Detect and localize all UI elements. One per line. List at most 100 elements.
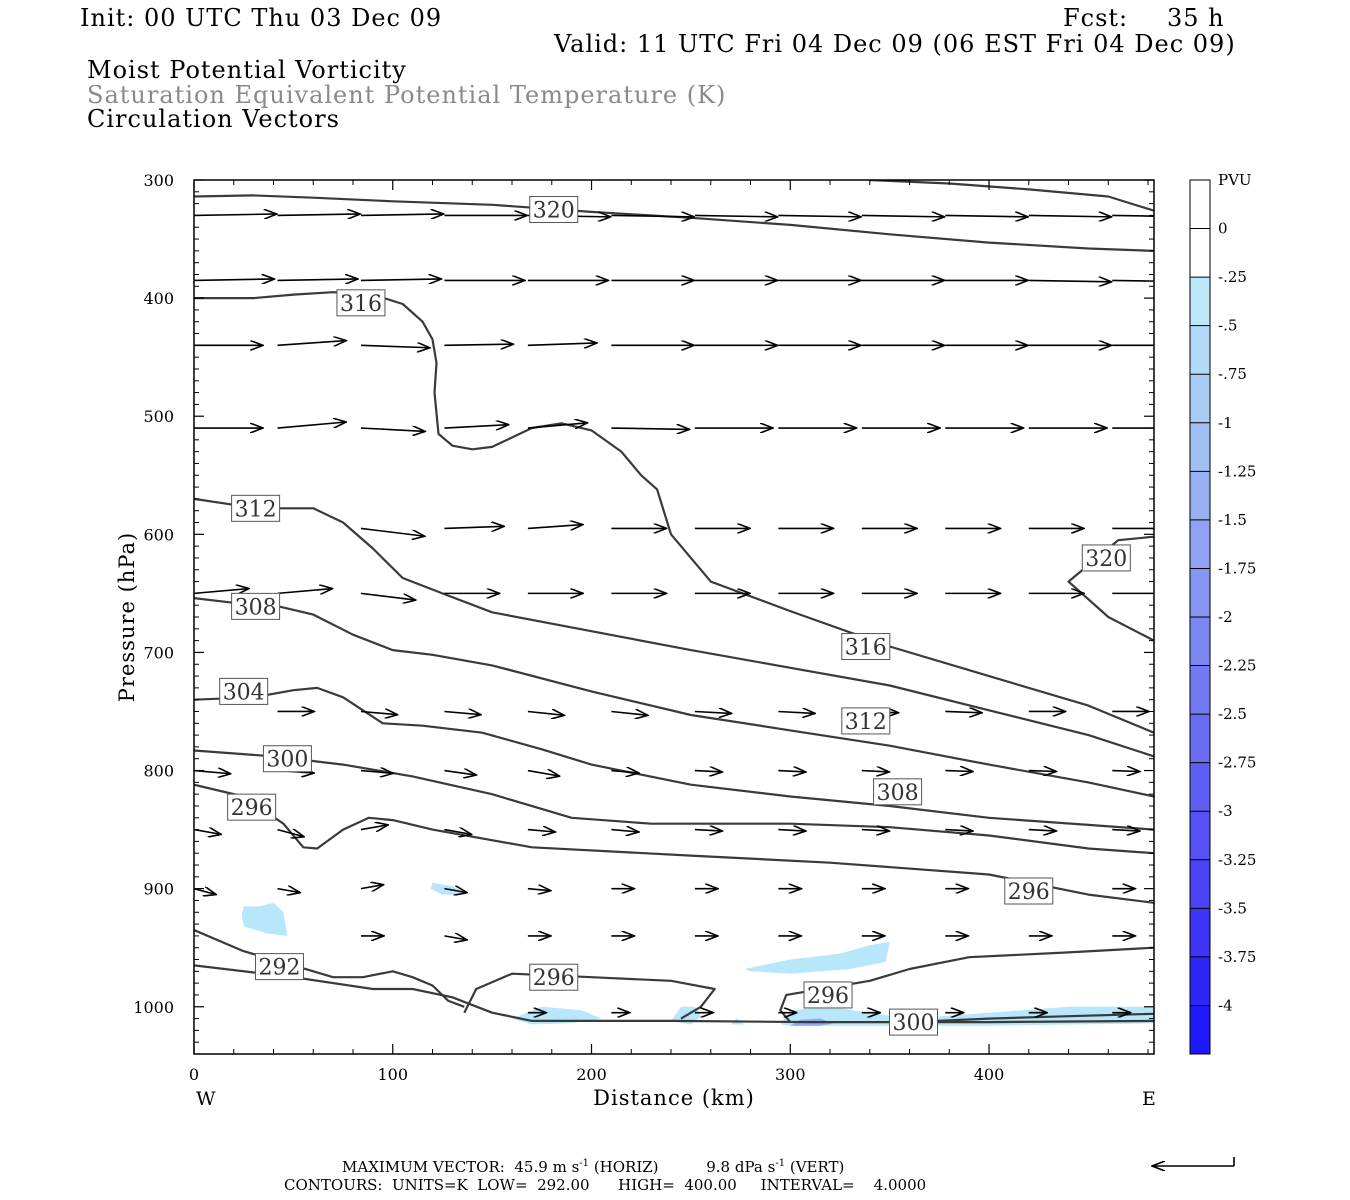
circulation-vector <box>694 711 732 713</box>
contour-label: 292 <box>258 956 300 981</box>
colorbar-label: -1.75 <box>1218 559 1256 577</box>
circulation-vector <box>945 215 1028 216</box>
circulation-vector <box>360 711 398 714</box>
theta-es-contour-316 <box>194 291 1154 734</box>
theta-es-contour-304 <box>194 686 1154 831</box>
circulation-vector <box>444 771 476 775</box>
field-title-theta-es: Saturation Equivalent Potential Temperat… <box>87 81 727 109</box>
contour-label-box <box>841 707 891 735</box>
contour-label: 296 <box>231 796 273 821</box>
contour-label-box <box>1081 544 1131 572</box>
circulation-vector <box>778 771 806 772</box>
contour-label-box <box>529 963 579 991</box>
east-label: E <box>1142 1088 1156 1110</box>
colorbar-label: -1.25 <box>1218 462 1256 480</box>
colorbar-segment <box>1190 471 1210 521</box>
colorbar-label: -.5 <box>1218 317 1237 335</box>
circulation-vector <box>527 771 560 777</box>
circulation-vector <box>194 830 221 835</box>
y-tick-label: 1000 <box>133 998 174 1017</box>
circulation-vector <box>194 279 274 280</box>
init-time: Init: 00 UTC Thu 03 Dec 09 <box>80 4 443 32</box>
contour-label-box <box>231 592 281 620</box>
theta-es-contour-312 <box>194 497 1154 758</box>
circulation-vector <box>1028 830 1057 831</box>
circulation-vector <box>527 343 597 345</box>
colorbar-label: -2.75 <box>1218 754 1256 772</box>
colorbar-segment <box>1190 374 1210 424</box>
circulation-vector <box>444 936 467 940</box>
x-axis-label: Distance (km) <box>593 1086 755 1110</box>
contour-label-box <box>336 289 386 317</box>
x-tick-label: 400 <box>974 1065 1005 1084</box>
theta-es-contour-292 <box>194 928 465 1008</box>
mpv-region <box>430 882 469 895</box>
contour-label: 296 <box>807 984 849 1009</box>
vert-exponent: -1 <box>775 1158 786 1169</box>
circulation-vector <box>527 525 583 529</box>
circulation-vector <box>444 830 471 835</box>
colorbar-label: -4 <box>1218 996 1233 1014</box>
contour-label: 320 <box>1085 547 1127 572</box>
forecast-label: Fcst: <box>1063 4 1129 32</box>
contour-label-box <box>1004 877 1054 905</box>
y-tick-label: 800 <box>143 762 174 781</box>
contour-label-box <box>219 677 269 705</box>
contour-label-box <box>889 1008 939 1036</box>
x-tick-label: 0 <box>189 1065 199 1084</box>
west-label: W <box>196 1088 216 1110</box>
colorbar-segment <box>1190 617 1210 667</box>
contour-label: 300 <box>893 1011 935 1036</box>
colorbar-label: -1.5 <box>1218 511 1247 529</box>
circulation-vector <box>444 344 513 345</box>
circulation-vector <box>778 711 815 713</box>
circulation-vector <box>611 711 648 715</box>
max-vector-vert-units: dPa s <box>734 1158 776 1176</box>
contour-label-box <box>873 778 923 806</box>
circulation-vector <box>861 771 890 772</box>
colorbar-label: -1 <box>1218 414 1233 432</box>
circulation-vector <box>360 825 388 830</box>
contour-label: 308 <box>877 781 919 806</box>
circulation-vector <box>945 711 982 712</box>
contour-label: 296 <box>533 966 575 991</box>
horiz-exponent: -1 <box>579 1158 590 1169</box>
colorbar-segment <box>1190 228 1210 278</box>
theta-es-contour-296 <box>463 972 716 1020</box>
colorbar-segment <box>1190 859 1210 909</box>
max-vector-label: MAXIMUM VECTOR: <box>342 1158 505 1176</box>
colorbar-segment <box>1190 422 1210 472</box>
colorbar-segment <box>1190 519 1210 569</box>
contour-label-box <box>231 494 281 522</box>
circulation-vector <box>861 830 890 831</box>
colorbar-segment <box>1190 956 1210 1006</box>
max-vector-vert-value: 9.8 <box>706 1158 731 1176</box>
colorbar-label: -3.75 <box>1218 948 1256 966</box>
y-tick-label: 400 <box>143 289 174 308</box>
colorbar-label: -2.5 <box>1218 705 1247 723</box>
y-tick-label: 900 <box>143 880 174 899</box>
colorbar-segment <box>1190 1005 1210 1055</box>
field-title-vectors: Circulation Vectors <box>87 105 340 133</box>
circulation-vector <box>945 830 973 831</box>
theta-es-contour-308 <box>194 597 1154 798</box>
colorbar-label: -.25 <box>1218 268 1247 286</box>
circulation-vector <box>1112 771 1140 772</box>
contour-label: 320 <box>533 199 575 224</box>
theta-es-contour-320 <box>194 194 1154 252</box>
colorbar-label: 0 <box>1218 220 1228 238</box>
circulation-vector <box>277 341 346 346</box>
colorbar-label: -3.25 <box>1218 851 1256 869</box>
circulation-vector <box>1028 771 1057 772</box>
contour-label: 312 <box>235 497 277 522</box>
valid-time: Valid: 11 UTC Fri 04 Dec 09 (06 EST Fri … <box>554 30 1236 58</box>
contour-label: 308 <box>235 595 277 620</box>
colorbar-title: PVU <box>1218 171 1252 189</box>
circulation-vector <box>611 428 689 429</box>
colorbar-segment <box>1190 665 1210 715</box>
circulation-vector <box>360 885 384 889</box>
max-vector-horiz-units: m s <box>552 1158 580 1176</box>
colorbar-label: -2.25 <box>1218 657 1256 675</box>
contour-label: 316 <box>845 636 887 661</box>
